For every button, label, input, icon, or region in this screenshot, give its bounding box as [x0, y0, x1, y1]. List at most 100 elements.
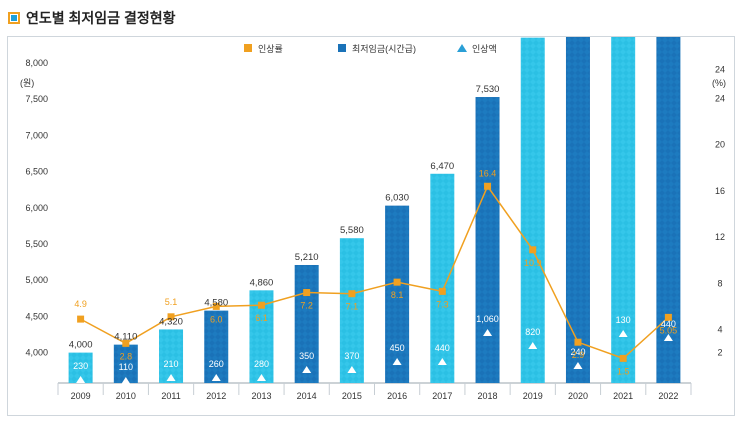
- increase-triangle-icon: [528, 342, 538, 349]
- y-right-tick-label: 16: [715, 186, 725, 196]
- wage-value-label: 4,320: [159, 316, 183, 327]
- rate-marker: [348, 290, 356, 298]
- rate-value-label: 16.4: [479, 168, 497, 178]
- page-title: 연도별 최저임금 결정현황: [8, 8, 175, 28]
- y-right-tick-label: 24: [715, 65, 725, 75]
- rate-line-series: [77, 182, 672, 362]
- legend-increase-label: 인상액: [472, 43, 497, 54]
- x-tick-label: 2022: [658, 391, 678, 401]
- rate-marker: [619, 354, 627, 362]
- increase-triangle-icon: [302, 366, 312, 373]
- wage-value-label: 6,470: [430, 161, 454, 172]
- x-tick-label: 2013: [251, 391, 271, 401]
- y-right-tick-label: 8: [717, 278, 722, 288]
- increase-value-label: 280: [254, 359, 269, 369]
- increase-value-label: 440: [435, 343, 450, 353]
- legend-wage-label: 최저임금(시간급): [352, 43, 416, 54]
- wage-value-label: 4,000: [69, 340, 93, 351]
- y-left-tick-label: 5,000: [25, 275, 48, 285]
- x-tick-label: 2010: [116, 391, 136, 401]
- title-square-icon: [8, 12, 20, 24]
- rate-marker: [303, 289, 311, 297]
- rate-marker: [167, 313, 175, 321]
- rate-value-label: 6.0: [210, 314, 223, 324]
- rate-value-label: 7.2: [300, 301, 313, 311]
- legend-rate-label: 인상률: [258, 44, 283, 54]
- wage-bar: [385, 205, 410, 383]
- y-right-tick-label: 24: [715, 94, 725, 104]
- increase-triangle-icon: [121, 377, 131, 384]
- wage-value-label: 4,110: [114, 332, 137, 343]
- x-tick-label: 2021: [613, 391, 633, 401]
- y-right-tick-label: 4: [717, 325, 722, 335]
- wage-value-label: 5,210: [295, 252, 319, 263]
- x-tick-label: 2017: [432, 391, 452, 401]
- rate-marker: [122, 339, 130, 347]
- wage-bar: [204, 310, 229, 383]
- increase-value-label: 440: [661, 319, 676, 329]
- increase-value-label: 370: [344, 351, 359, 361]
- increase-triangle-icon: [437, 358, 447, 365]
- increase-triangle-icon: [483, 329, 493, 336]
- y-left-tick-label: 6,000: [25, 203, 48, 213]
- increase-triangle-icon: [618, 330, 628, 337]
- x-tick-label: 2012: [206, 391, 226, 401]
- x-tick-label: 2011: [161, 391, 180, 401]
- chart-axes: (원) (%) 4,000 4,500 5,000 5,500 6,000 6,500 7,00…: [20, 58, 726, 401]
- x-tick-label: 2019: [523, 391, 543, 401]
- rate-value-label: 8.1: [391, 290, 404, 300]
- legend-rate-swatch: [244, 44, 252, 52]
- y-left-tick-label: 6,500: [25, 167, 48, 177]
- rate-marker: [257, 301, 265, 309]
- increase-triangle-icon: [211, 374, 221, 381]
- rate-value-label: 5.05: [660, 325, 678, 335]
- legend-wage-swatch: [338, 44, 346, 52]
- increase-value-label: 1,060: [476, 314, 499, 324]
- increase-value-label: 820: [525, 327, 540, 337]
- chart-container: 인상률 최저임금(시간급) 인상액 (원) (%) 4,000 4,500 5,000 5,5…: [7, 36, 735, 416]
- wage-bar: [611, 37, 636, 383]
- increase-value-label: 210: [164, 359, 179, 369]
- wage-bar: [565, 37, 590, 384]
- y-left-tick-label: 8,000: [25, 58, 48, 68]
- y-right-tick-label: 12: [715, 232, 725, 242]
- x-tick-label: 2018: [478, 391, 498, 401]
- wage-value-label: 4,580: [204, 298, 228, 309]
- y-left-tick-label: 5,500: [25, 239, 48, 249]
- rate-value-label: 7.1: [346, 302, 359, 312]
- rate-marker: [664, 313, 672, 321]
- bar-series: [68, 37, 681, 384]
- increase-triangle-icon: [347, 366, 357, 373]
- rate-value-label: 10.9: [524, 258, 542, 268]
- wage-bar: [430, 173, 455, 383]
- increase-value-label: 110: [119, 362, 133, 372]
- page-title-text: 연도별 최저임금 결정현황: [26, 10, 176, 26]
- increase-value-label: 130: [616, 315, 631, 325]
- rate-marker: [438, 287, 446, 295]
- rate-marker: [212, 302, 220, 310]
- increase-value-label: 450: [390, 343, 405, 353]
- increase-triangle-icon: [663, 334, 673, 341]
- rate-marker: [529, 246, 537, 254]
- wage-bar: [339, 238, 364, 383]
- y-left-tick-label: 7,000: [25, 130, 48, 140]
- rate-value-label: 2.9: [572, 350, 585, 360]
- legend-increase-triangle-icon: [457, 44, 467, 52]
- x-tick-label: 2016: [387, 391, 407, 401]
- rate-value-label: 7.3: [436, 299, 449, 309]
- x-tick-label: 2009: [71, 391, 91, 401]
- increase-triangle-icon: [573, 362, 583, 369]
- rate-marker: [574, 338, 582, 346]
- wage-bar: [475, 97, 500, 383]
- wage-value-label: 6,030: [385, 193, 409, 204]
- wage-value-label: 5,580: [340, 225, 364, 236]
- x-tick-label: 2015: [342, 391, 362, 401]
- rate-marker: [77, 315, 85, 323]
- y-right-unit-label: (%): [712, 78, 726, 88]
- increase-triangle-icon: [392, 358, 402, 365]
- wage-bar: [113, 344, 138, 383]
- rate-marker: [484, 182, 492, 190]
- rate-value-label: 2.8: [120, 351, 133, 361]
- y-left-tick-label: 4,500: [25, 311, 48, 321]
- x-tick-label: 2014: [297, 391, 317, 401]
